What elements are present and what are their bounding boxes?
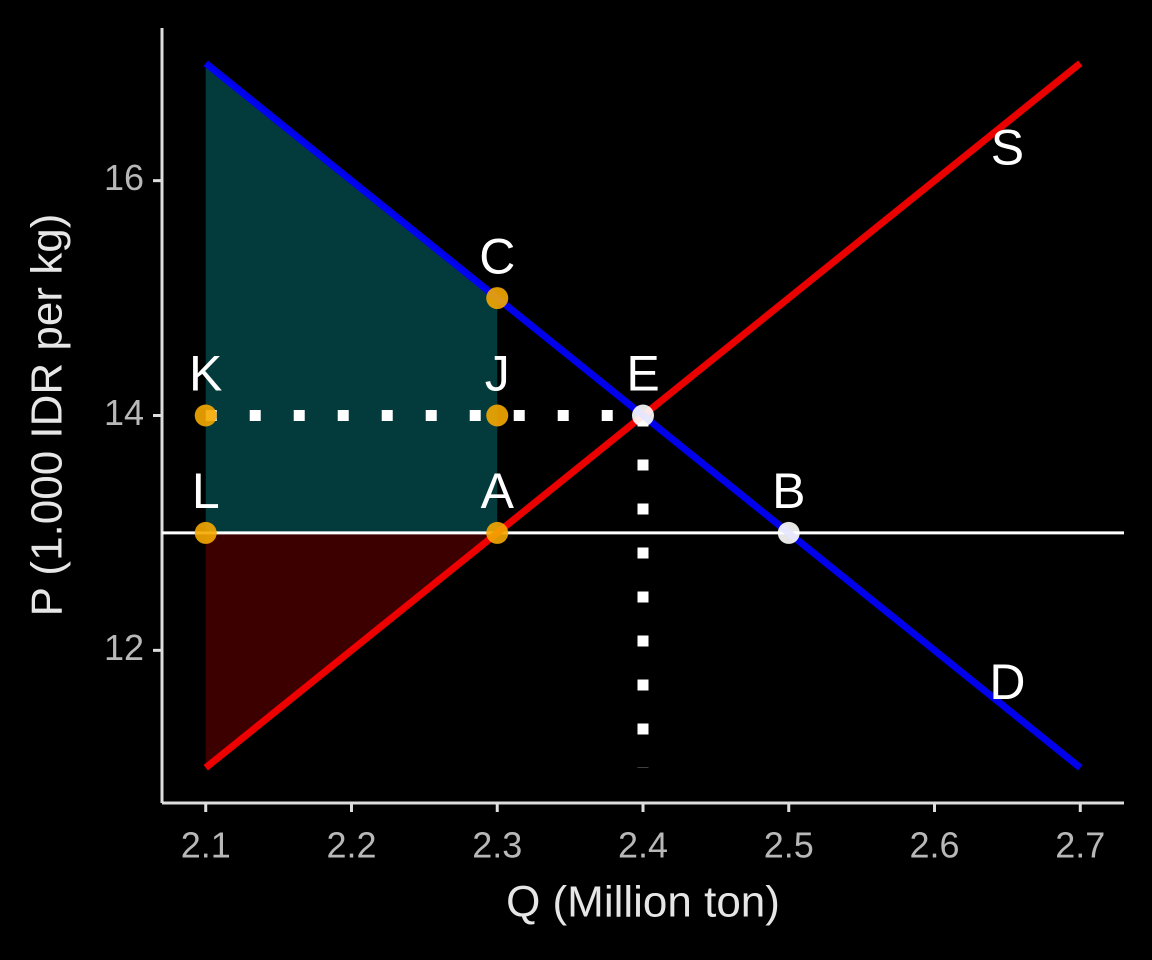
point	[777, 521, 800, 544]
y-axis-title: P (1.000 IDR per kg)	[23, 214, 72, 617]
point-label: E	[626, 346, 659, 402]
point-label: L	[192, 463, 220, 519]
y-tick-label: 12	[104, 627, 144, 668]
point	[486, 521, 509, 544]
point-label: A	[481, 463, 515, 519]
point-label: K	[189, 346, 222, 402]
y-tick-label: 16	[104, 157, 144, 198]
point-label: B	[772, 463, 805, 519]
x-axis-title: Q (Million ton)	[506, 878, 780, 927]
x-tick-label: 2.7	[1055, 825, 1105, 866]
x-tick-label: 2.3	[472, 825, 522, 866]
point-label: J	[485, 346, 510, 402]
x-tick-label: 2.4	[618, 825, 668, 866]
y-tick-label: 14	[104, 392, 144, 433]
x-tick-label: 2.6	[909, 825, 959, 866]
surplus-area	[205, 63, 498, 533]
point	[632, 404, 654, 427]
x-tick-label: 2.2	[326, 825, 376, 866]
point	[194, 521, 217, 544]
x-tick-label: 2.1	[181, 825, 231, 866]
point-label: C	[479, 228, 515, 284]
point	[486, 404, 509, 427]
point	[486, 287, 509, 310]
curve-label: D	[989, 654, 1025, 710]
x-tick-label: 2.5	[764, 825, 814, 866]
point	[194, 404, 217, 427]
curve-label: S	[991, 119, 1024, 175]
